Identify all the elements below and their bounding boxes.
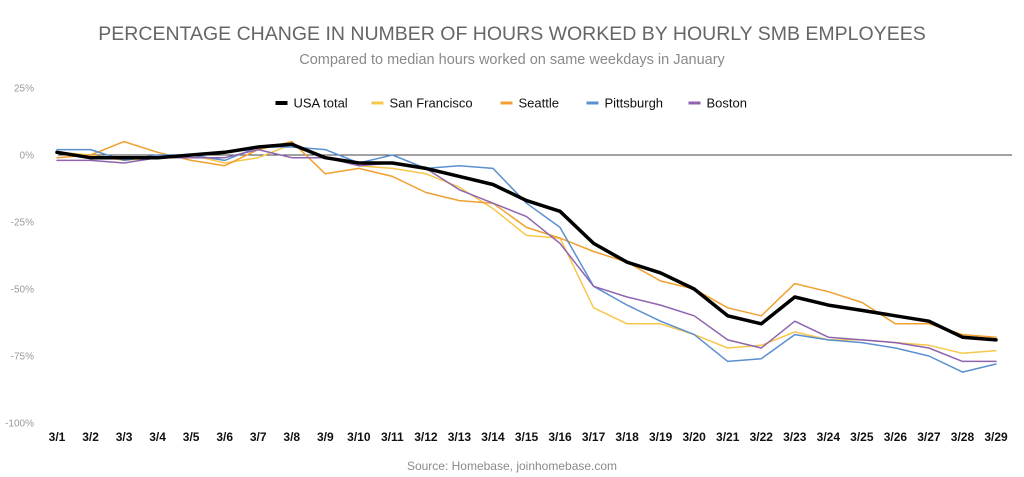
x-tick-label: 3/29 (984, 430, 1008, 444)
x-tick-label: 3/3 (116, 430, 133, 444)
x-tick-label: 3/25 (850, 430, 874, 444)
x-tick-label: 3/15 (515, 430, 539, 444)
series-line-seattle (56, 140, 997, 338)
chart-title: PERCENTAGE CHANGE IN NUMBER OF HOURS WOR… (98, 23, 925, 45)
x-tick-label: 3/8 (283, 430, 300, 444)
x-tick-label: 3/2 (82, 430, 99, 444)
legend: USA total San Francisco Seattle Pittsburgh B… (275, 96, 747, 111)
x-tick-label: 3/20 (682, 430, 706, 444)
x-tick-label: 3/5 (183, 430, 200, 444)
series-line-san-francisco (56, 143, 997, 355)
x-tick-label: 3/21 (716, 430, 740, 444)
x-tick-label: 3/18 (615, 430, 639, 444)
x-tick-label: 3/16 (548, 430, 572, 444)
x-tick-label: 3/22 (750, 430, 774, 444)
x-axis: 3/1 3/2 3/3 3/4 3/5 3/6 3/7 3/8 3/9 3/10 3/11 3/12 3… (49, 430, 1008, 444)
x-tick-label: 3/14 (481, 430, 505, 444)
series-line-pittsburgh (56, 146, 997, 373)
x-tick-label: 3/26 (884, 430, 908, 444)
legend-label-boston: Boston (707, 96, 747, 111)
legend-label-san-francisco: San Francisco (390, 96, 473, 111)
x-tick-label: 3/11 (381, 430, 404, 444)
x-tick-label: 3/13 (448, 430, 472, 444)
y-tick-label: -100% (5, 419, 34, 430)
x-tick-label: 3/17 (582, 430, 606, 444)
y-tick-label: -50% (11, 285, 34, 296)
series-line-usa-total (55, 142, 998, 342)
x-tick-label: 3/9 (317, 430, 334, 444)
legend-label-usa-total: USA total (294, 96, 348, 111)
y-tick-label: -75% (11, 352, 34, 363)
y-tick-label: -25% (11, 218, 34, 229)
y-tick-label: 25% (14, 84, 34, 95)
x-tick-label: 3/6 (216, 430, 233, 444)
y-tick-label: 0% (20, 151, 35, 162)
source-note: Source: Homebase, joinhomebase.com (407, 459, 617, 473)
series-layer (55, 140, 998, 373)
y-axis: 25% 0% -25% -50% -75% -100% (5, 84, 34, 430)
x-tick-label: 3/12 (414, 430, 438, 444)
series-line-boston (56, 148, 997, 363)
x-tick-label: 3/1 (49, 430, 66, 444)
legend-label-pittsburgh: Pittsburgh (605, 96, 664, 111)
legend-label-seattle: Seattle (519, 96, 559, 111)
x-tick-label: 3/10 (347, 430, 371, 444)
x-tick-label: 3/27 (917, 430, 941, 444)
x-tick-label: 3/19 (649, 430, 673, 444)
x-tick-label: 3/28 (951, 430, 975, 444)
x-tick-label: 3/4 (149, 430, 166, 444)
x-tick-label: 3/7 (250, 430, 267, 444)
chart-subtitle: Compared to median hours worked on same … (299, 52, 725, 68)
x-tick-label: 3/23 (783, 430, 807, 444)
x-tick-label: 3/24 (817, 430, 841, 444)
